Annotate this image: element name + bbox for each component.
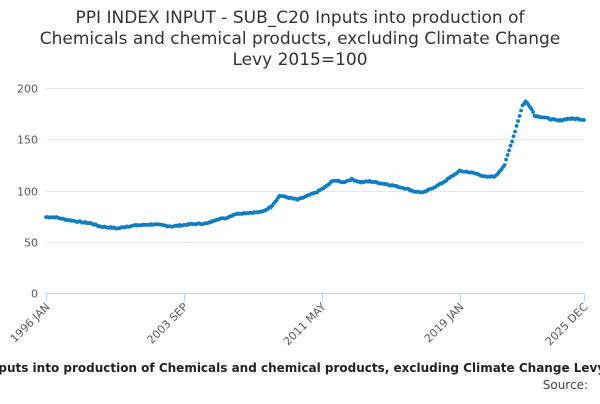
y-tick-label: 50 xyxy=(24,237,38,250)
chart-title-line-3: Levy 2015=100 xyxy=(232,50,367,70)
data-point xyxy=(504,157,508,162)
data-point xyxy=(510,139,514,144)
grid-lines xyxy=(46,88,584,243)
data-point xyxy=(517,114,522,118)
data-point xyxy=(511,134,516,139)
y-tick-label: 200 xyxy=(17,83,38,96)
y-axis: 0 50 100 150 200 xyxy=(17,83,38,301)
data-point xyxy=(582,118,586,122)
chart-title: PPI INDEX INPUT - SUB_C20 Inputs into pr… xyxy=(40,8,560,70)
y-tick-label: 100 xyxy=(17,186,38,199)
data-point xyxy=(516,119,520,123)
x-tick-label: 2025 DEC xyxy=(543,300,591,348)
data-point xyxy=(529,107,534,112)
chart-title-line-1: PPI INDEX INPUT - SUB_C20 Inputs into pr… xyxy=(76,8,526,28)
data-point xyxy=(502,163,507,167)
data-point xyxy=(513,129,517,134)
y-tick-label: 0 xyxy=(31,288,38,301)
y-tick-label: 150 xyxy=(17,134,38,147)
source-label: Source: xyxy=(543,378,588,392)
legend-item-label[interactable]: SUB_C20 Inputs into production of Chemic… xyxy=(0,361,600,376)
x-tick-label: 2011 MAY xyxy=(281,300,329,348)
data-point xyxy=(514,124,519,128)
data-point xyxy=(505,153,510,157)
series-line xyxy=(44,99,586,231)
data-point xyxy=(508,143,513,148)
x-tick-label: 1996 JAN xyxy=(8,300,53,345)
legend[interactable]: SUB_C20 Inputs into production of Chemic… xyxy=(0,361,600,376)
chart-title-line-2: Chemicals and chemical products, excludi… xyxy=(40,29,560,49)
x-tick-label: 2003 SEP xyxy=(145,300,191,346)
x-axis: 1996 JAN 2003 SEP 2011 MAY 2019 JAN 2025 DEC xyxy=(8,293,591,348)
data-point xyxy=(507,148,511,153)
x-tick-label: 2019 JAN xyxy=(422,300,467,345)
data-series xyxy=(44,99,586,231)
data-point xyxy=(531,110,535,114)
data-point xyxy=(519,108,523,113)
